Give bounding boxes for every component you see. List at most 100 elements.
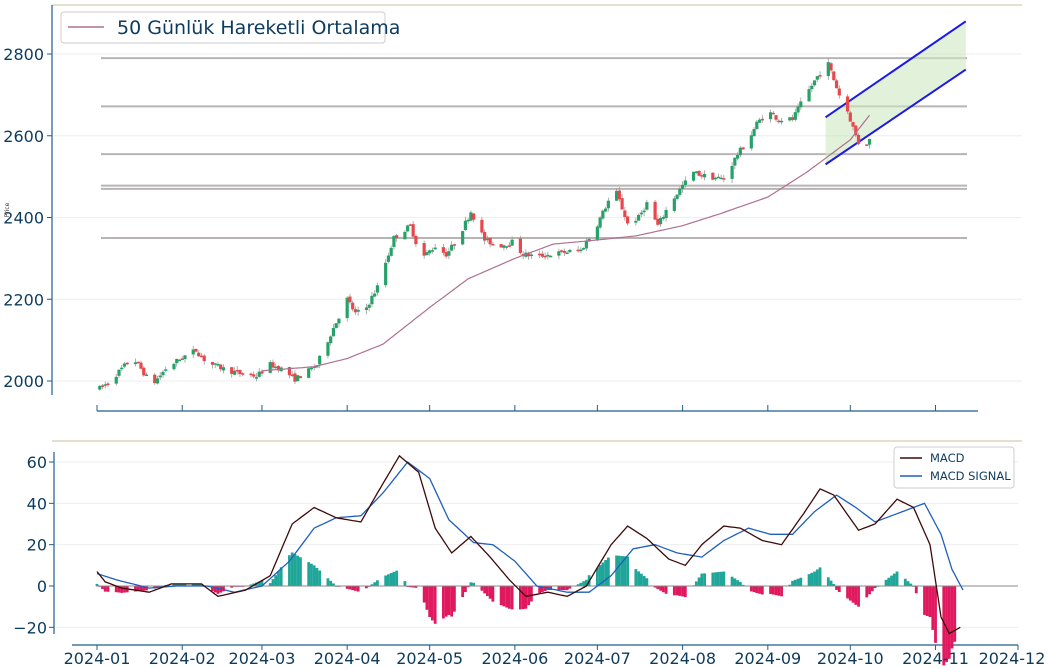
histogram-bar-negative bbox=[675, 586, 679, 596]
macd-xtick-label: 2024-01 bbox=[64, 649, 131, 668]
candle-down bbox=[142, 367, 146, 376]
candle-up bbox=[144, 374, 149, 376]
candle-down bbox=[210, 361, 215, 365]
histogram-bar-negative bbox=[848, 586, 852, 601]
candle-up bbox=[117, 369, 121, 376]
histogram-bar-positive bbox=[626, 556, 630, 586]
histogram-bar-positive bbox=[714, 572, 717, 586]
candle-up bbox=[375, 285, 380, 293]
candle-down bbox=[241, 373, 245, 375]
histogram-bar-negative bbox=[120, 586, 124, 593]
histogram-bar-negative bbox=[103, 586, 107, 592]
candle-up bbox=[406, 225, 410, 232]
candle-up bbox=[345, 297, 349, 319]
histogram-bar-negative bbox=[447, 586, 451, 615]
histogram-bar-positive bbox=[290, 552, 294, 586]
candle-up bbox=[161, 371, 165, 376]
histogram-bar-negative bbox=[464, 586, 467, 593]
histogram-bar-negative bbox=[480, 586, 484, 591]
candle-up bbox=[733, 157, 737, 166]
histogram-bar-negative bbox=[488, 586, 492, 599]
histogram-bar-positive bbox=[832, 583, 836, 586]
candle-up bbox=[730, 165, 734, 179]
candle-down bbox=[560, 250, 564, 252]
candle-down bbox=[856, 134, 861, 145]
macd-xtick-label: 2024-05 bbox=[396, 649, 463, 668]
candle-up bbox=[428, 250, 432, 254]
candle-up bbox=[334, 323, 338, 329]
candle-down bbox=[711, 172, 715, 180]
histogram-bar-negative bbox=[211, 586, 214, 591]
candle-down bbox=[491, 243, 495, 246]
candle-down bbox=[483, 232, 487, 241]
candle-down bbox=[395, 235, 399, 239]
candle-down bbox=[653, 201, 657, 220]
candle-up bbox=[389, 247, 393, 256]
candle-up bbox=[582, 248, 586, 250]
histogram-bar-negative bbox=[134, 586, 137, 592]
candle-up bbox=[232, 370, 237, 375]
histogram-bar-negative bbox=[351, 586, 355, 591]
candle-up bbox=[529, 254, 533, 256]
histogram-bar-positive bbox=[257, 581, 261, 586]
histogram-bar-positive bbox=[277, 571, 280, 586]
histogram-bar-negative bbox=[928, 586, 932, 617]
candle-down bbox=[790, 117, 795, 120]
candle-up bbox=[719, 177, 723, 180]
histogram-bar-negative bbox=[568, 586, 572, 589]
histogram-bar-positive bbox=[694, 581, 698, 586]
candle-down bbox=[180, 358, 184, 361]
histogram-bar-negative bbox=[348, 586, 352, 590]
histogram-bar-positive bbox=[826, 577, 830, 586]
candle-up bbox=[356, 309, 360, 312]
histogram-bar-negative bbox=[114, 586, 118, 593]
histogram-bar-negative bbox=[106, 586, 110, 592]
macd-legend-label: MACD bbox=[930, 451, 965, 465]
candle-down bbox=[197, 352, 201, 357]
histogram-bar-negative bbox=[769, 586, 772, 594]
histogram-bar-positive bbox=[315, 567, 319, 586]
candle-up bbox=[329, 336, 333, 344]
candle-down bbox=[697, 170, 701, 176]
candle-up bbox=[191, 349, 195, 355]
candle-up bbox=[425, 252, 429, 256]
histogram-bar-positive bbox=[799, 577, 803, 586]
histogram-bar-negative bbox=[749, 586, 753, 592]
candle-up bbox=[373, 293, 377, 297]
histogram-bar-negative bbox=[870, 586, 874, 592]
candle-up bbox=[604, 208, 608, 212]
candle-up bbox=[337, 318, 341, 324]
histogram-bar-negative bbox=[524, 586, 528, 609]
histogram-bar-negative bbox=[485, 586, 489, 597]
histogram-bar-positive bbox=[329, 580, 333, 586]
histogram-bar-negative bbox=[771, 586, 775, 595]
histogram-bar-negative bbox=[777, 586, 781, 596]
histogram-bar-negative bbox=[835, 586, 838, 590]
histogram-bar-negative bbox=[774, 586, 778, 596]
candle-up bbox=[392, 236, 396, 247]
candle-up bbox=[155, 378, 160, 384]
candle-down bbox=[139, 362, 143, 369]
candle-down bbox=[287, 367, 292, 376]
histogram-bar-positive bbox=[576, 584, 580, 586]
candle-down bbox=[527, 252, 531, 257]
histogram-bar-positive bbox=[472, 582, 476, 586]
candle-up bbox=[735, 155, 740, 159]
histogram-bar-positive bbox=[296, 555, 300, 586]
candle-up bbox=[331, 327, 336, 337]
macd-xtick-label: 2024-12 bbox=[979, 649, 1046, 668]
macd-xtick-label: 2024-11 bbox=[902, 649, 969, 668]
candle-up bbox=[469, 212, 473, 221]
histogram-bar-negative bbox=[450, 586, 454, 617]
histogram-bar-negative bbox=[466, 586, 470, 588]
candle-up bbox=[172, 363, 176, 370]
price-ytick-label: 2800 bbox=[3, 45, 44, 64]
histogram-bar-negative bbox=[510, 586, 514, 610]
candle-down bbox=[276, 366, 281, 371]
histogram-bar-positive bbox=[260, 580, 264, 586]
histogram-bar-positive bbox=[595, 567, 599, 586]
candle-down bbox=[834, 80, 839, 89]
candle-up bbox=[568, 250, 572, 253]
histogram-bar-negative bbox=[931, 586, 935, 630]
candle-up bbox=[826, 62, 830, 77]
